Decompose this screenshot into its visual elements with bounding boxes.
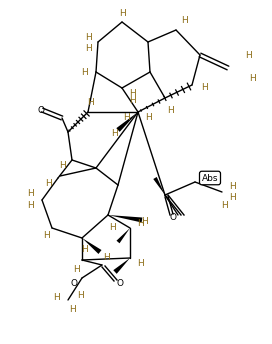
Text: H: H — [27, 202, 33, 211]
Polygon shape — [116, 112, 138, 132]
Text: H: H — [181, 15, 187, 24]
Polygon shape — [108, 215, 142, 223]
Text: O: O — [38, 106, 45, 115]
Text: H: H — [43, 232, 50, 240]
Text: O: O — [116, 279, 123, 288]
Polygon shape — [153, 177, 165, 195]
Text: H: H — [45, 179, 51, 187]
Text: H: H — [59, 161, 65, 170]
Polygon shape — [116, 228, 130, 243]
Text: Abs: Abs — [202, 173, 218, 183]
Text: H: H — [249, 74, 255, 83]
Text: H: H — [52, 293, 59, 302]
Text: H: H — [129, 88, 135, 97]
Text: H: H — [137, 258, 143, 268]
Text: H: H — [145, 112, 152, 121]
Text: H: H — [112, 129, 118, 138]
Text: H: H — [119, 9, 125, 18]
Text: H: H — [137, 218, 143, 227]
Text: H: H — [86, 32, 92, 42]
Text: H: H — [142, 217, 148, 226]
Text: H: H — [85, 43, 91, 53]
Text: H: H — [245, 51, 251, 60]
Text: H: H — [229, 182, 235, 191]
Text: H: H — [130, 96, 136, 105]
Text: H: H — [167, 106, 173, 115]
Text: H: H — [77, 290, 84, 300]
Text: H: H — [104, 252, 110, 261]
Text: H: H — [27, 190, 33, 198]
Text: O: O — [70, 279, 78, 288]
Text: O: O — [169, 214, 177, 223]
Text: H: H — [86, 97, 93, 107]
Polygon shape — [82, 238, 101, 254]
Text: H: H — [110, 223, 116, 232]
Text: H: H — [201, 83, 207, 92]
Text: H: H — [74, 266, 80, 275]
Text: H: H — [81, 246, 87, 255]
Text: H: H — [123, 112, 129, 121]
Text: H: H — [70, 305, 76, 314]
Polygon shape — [113, 258, 130, 274]
Text: H: H — [229, 193, 235, 203]
Text: H: H — [221, 201, 227, 209]
Text: H: H — [82, 67, 88, 76]
